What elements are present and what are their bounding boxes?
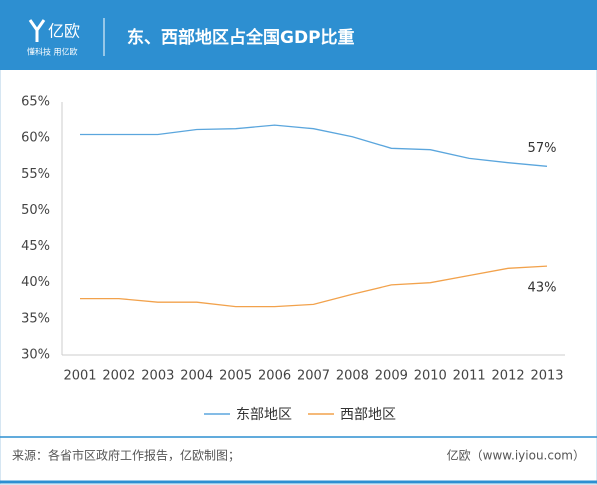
- legend-label: 东部地区: [236, 407, 292, 423]
- legend-label: 西部地区: [340, 407, 396, 423]
- logo-icon: [28, 19, 46, 42]
- chart-title: 东、西部地区占全国GDP比重: [127, 27, 355, 48]
- y-tick-label: 35%: [21, 311, 50, 326]
- source: 来源：各省市区政府工作报告，亿欧制图；: [12, 448, 240, 463]
- logo-text: 亿欧: [48, 22, 80, 41]
- x-tick-label: 2007: [297, 369, 330, 384]
- x-tick-label: 2004: [180, 369, 213, 384]
- x-tick-label: 2008: [336, 369, 369, 384]
- series-line: [80, 124, 548, 167]
- slogan: 懂科技 用亿欧: [27, 47, 78, 57]
- credit: 亿欧（www.iyiou.com）: [447, 448, 585, 463]
- x-tick-label: 2001: [63, 369, 96, 384]
- x-tick-label: 2006: [258, 369, 291, 384]
- x-tick-label: 2013: [530, 369, 563, 384]
- x-tick-label: 2011: [453, 369, 486, 384]
- y-tick-label: 45%: [21, 239, 50, 254]
- x-tick-label: 2002: [102, 369, 135, 384]
- x-tick-label: 2012: [492, 369, 525, 384]
- x-tick-label: 2009: [375, 369, 408, 384]
- y-tick-label: 30%: [21, 348, 50, 363]
- header-bar: [0, 0, 597, 70]
- y-tick-label: 55%: [21, 167, 50, 182]
- x-tick-label: 2003: [141, 369, 174, 384]
- annotation: 43%: [528, 281, 557, 296]
- y-tick-label: 60%: [21, 131, 50, 146]
- x-tick-label: 2010: [414, 369, 447, 384]
- x-tick-label: 2005: [219, 369, 252, 384]
- y-tick-label: 65%: [21, 95, 50, 110]
- series-line: [80, 265, 548, 308]
- annotation: 57%: [528, 141, 557, 156]
- y-tick-label: 50%: [21, 203, 50, 218]
- y-tick-label: 40%: [21, 275, 50, 290]
